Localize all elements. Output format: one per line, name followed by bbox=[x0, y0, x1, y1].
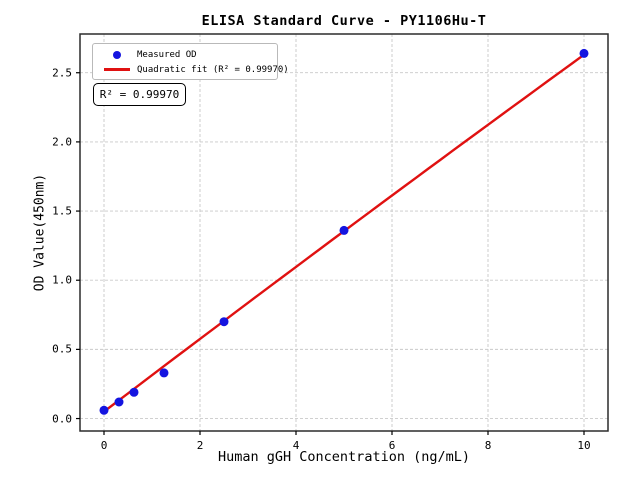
x-tick-label: 6 bbox=[388, 439, 396, 452]
r-squared-annotation: R² = 0.99970 bbox=[93, 83, 186, 106]
y-tick-label: 0.5 bbox=[52, 342, 72, 356]
legend: Measured OD Quadratic fit (R² = 0.99970) bbox=[92, 43, 289, 80]
x-tick-label: 4 bbox=[292, 439, 300, 452]
y-axis-label: OD Value(450nm) bbox=[32, 173, 48, 292]
x-axis-label: Human gGH Concentration (ng/mL) bbox=[218, 449, 470, 465]
x-tick-label: 2 bbox=[196, 439, 204, 452]
y-tick-label: 0.0 bbox=[52, 412, 72, 426]
y-tick-label: 1.0 bbox=[52, 273, 72, 287]
chart-title: ELISA Standard Curve - PY1106Hu-T bbox=[201, 13, 487, 29]
legend-entry-quadratic-fit: Quadratic fit (R² = 0.99970) bbox=[101, 62, 289, 77]
measured-od-dot-icon bbox=[113, 50, 121, 59]
legend-label-measured-od: Measured OD bbox=[137, 49, 197, 60]
y-tick-label: 1.5 bbox=[52, 204, 72, 218]
legend-label-quadratic-fit: Quadratic fit (R² = 0.99970) bbox=[137, 64, 289, 75]
quadratic-fit-line-icon bbox=[104, 68, 130, 71]
x-tick-label: 10 bbox=[577, 439, 591, 452]
x-tick-label: 8 bbox=[484, 439, 492, 452]
y-tick-label: 2.5 bbox=[52, 66, 72, 80]
legend-entry-measured-od: Measured OD bbox=[101, 47, 277, 62]
y-tick-label: 2.0 bbox=[52, 135, 72, 149]
x-tick-label: 0 bbox=[100, 439, 108, 452]
